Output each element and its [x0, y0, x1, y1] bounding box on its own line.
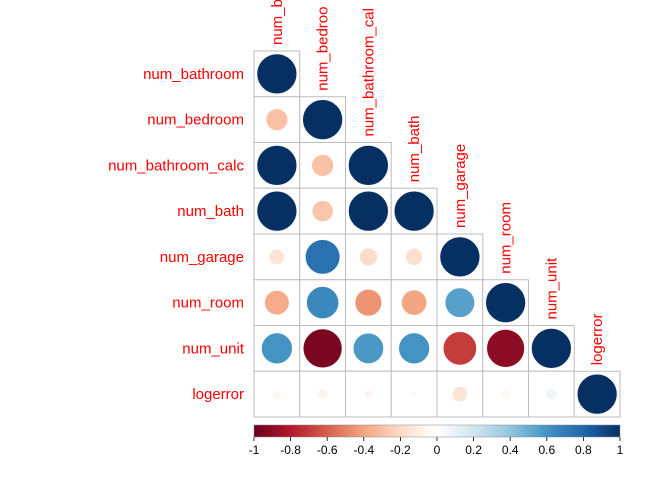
corr-circle-num_garage-num_bathroom_calc [359, 247, 378, 267]
corr-circle-num_garage-num_bathroom [268, 248, 286, 266]
corr-circle-num_bath-num_bathroom_calc [347, 190, 389, 232]
color-legend-bar [253, 424, 621, 438]
corr-circle-num_garage-num_garage [439, 236, 481, 278]
corr-circle-num_unit-num_room [486, 329, 525, 368]
column-label-num_garage: num_garage [452, 144, 469, 228]
corr-circle-num_room-num_bath [401, 289, 428, 316]
corr-circle-logerror-num_bathroom_calc [363, 389, 374, 399]
corr-circle-num_room-num_bedroom [306, 286, 340, 320]
corr-circle-num_unit-num_bath [398, 332, 431, 365]
grid-cell [390, 233, 438, 281]
corr-circle-num_room-num_bathroom_calc [354, 288, 383, 317]
color-legend: -1 -0.8 -0.6 -0.4 -0.2 0 0.2 0.4 0.6 0.8 1 [249, 424, 624, 457]
corr-circle-num_room-num_room [485, 282, 527, 324]
row-label-num_bedroom: num_bedroom [147, 112, 244, 129]
grid-cell [299, 187, 346, 235]
row-label-num_garage: num_garage [160, 249, 244, 266]
corr-circle-logerror-num_bedroom [316, 388, 329, 400]
row-label-logerror: logerror [192, 386, 244, 403]
column-label-num_bedroom: num_bedroo [315, 7, 332, 91]
color-legend-tick-label: 0 [434, 443, 441, 457]
column-label-num_bathroom: num_b [269, 0, 286, 45]
column-label-num_room: num_room [498, 202, 515, 274]
row-label-num_room: num_room [172, 295, 244, 312]
color-legend-tick-label: 0.2 [465, 443, 482, 457]
color-legend-tick-label: 0.4 [502, 443, 519, 457]
corr-circle-num_unit-num_garage [442, 331, 478, 366]
corr-circle-num_bath-num_bathroom [256, 190, 298, 232]
row-label-num_bathroom: num_bathroom [143, 66, 244, 83]
corr-circle-logerror-num_unit [545, 388, 558, 401]
row-label-num_unit: num_unit [182, 340, 245, 357]
corr-circle-num_bath-num_bath [393, 190, 435, 232]
color-legend-ticks: -1 -0.8 -0.6 -0.4 -0.2 0 0.2 0.4 0.6 0.8 1 [249, 437, 624, 457]
corr-circle-logerror-num_bath [410, 390, 418, 398]
corr-circle-num_bathroom-num_bathroom [256, 53, 298, 95]
row-label-num_bath: num_bath [177, 203, 244, 220]
corr-circle-num_bathroom_calc-num_bathroom_calc [347, 144, 389, 186]
color-legend-tick-label: -0.6 [317, 443, 338, 457]
column-label-num_bathroom_calc: num_bathroom_cal [360, 8, 377, 136]
color-legend-tick-label: 0.6 [538, 443, 555, 457]
corr-circle-logerror-num_garage [451, 385, 469, 403]
corr-circle-num_garage-num_bath [405, 247, 424, 266]
corr-circle-num_bedroom-num_bathroom [265, 108, 289, 131]
color-legend-tick-label: -0.4 [353, 443, 374, 457]
color-legend-tick-label: -0.8 [280, 443, 301, 457]
color-legend-tick-label: 0.8 [575, 443, 592, 457]
corr-circle-num_unit-num_unit [530, 327, 572, 369]
color-legend-tick-label: 1 [617, 443, 624, 457]
corr-circle-logerror-logerror [576, 373, 618, 415]
corr-circle-num_room-num_garage [444, 287, 476, 318]
color-legend-tick-label: -1 [249, 443, 260, 457]
column-label-num_bath: num_bath [406, 116, 423, 183]
corr-circle-num_bath-num_bedroom [311, 200, 334, 223]
row-labels: num_bathroom num_bedroom num_bathroom_calc… [108, 66, 245, 403]
corr-circle-logerror-num_room [500, 389, 511, 399]
corr-circle-num_garage-num_bedroom [304, 239, 341, 275]
corr-circle-num_bathroom_calc-num_bathroom [256, 144, 298, 186]
corr-circle-num_unit-num_bathroom_calc [352, 332, 385, 365]
row-label-num_bathroom_calc: num_bathroom_calc [108, 157, 244, 174]
column-label-num_unit: num_unit [543, 257, 560, 320]
correlation-circles [256, 53, 618, 415]
corr-circle-num_bedroom-num_bedroom [302, 99, 344, 141]
corr-circle-num_unit-num_bedroom [302, 328, 343, 369]
corr-circle-num_room-num_bathroom [264, 289, 290, 316]
color-legend-tick-label: -0.2 [390, 443, 411, 457]
corr-circle-num_bathroom_calc-num_bedroom [311, 154, 334, 177]
column-label-logerror: logerror [589, 314, 606, 366]
corr-circle-logerror-num_bathroom [272, 389, 282, 399]
corr-circle-num_unit-num_bathroom [260, 332, 293, 365]
